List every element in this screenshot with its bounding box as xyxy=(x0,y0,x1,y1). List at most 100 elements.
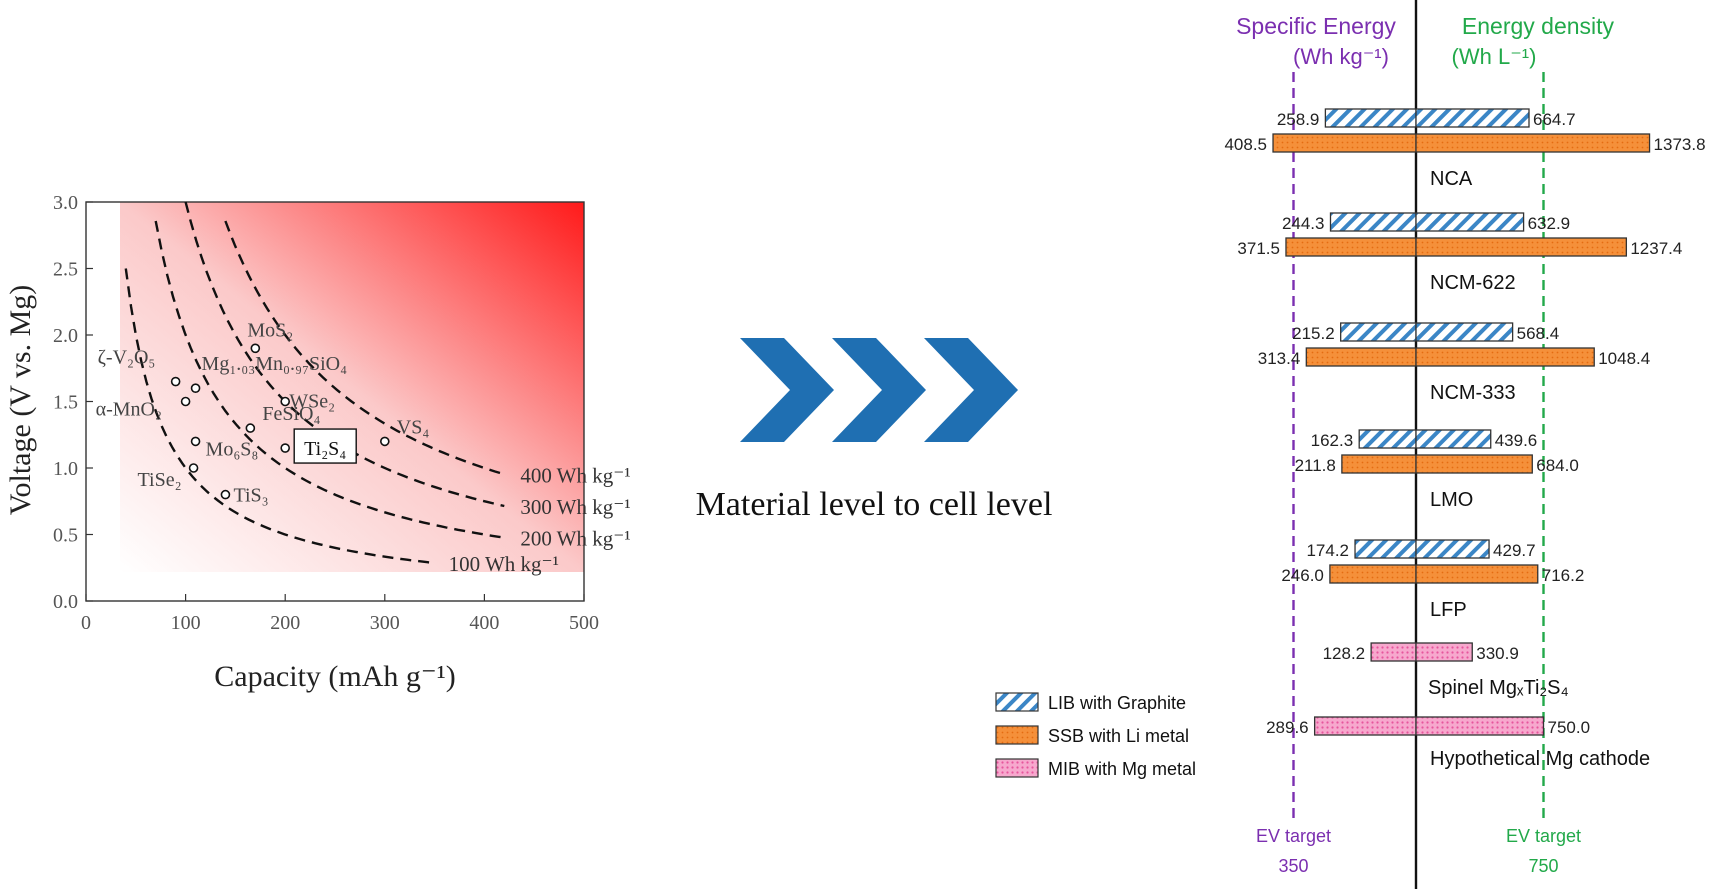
left-axis-unit: (Wh kg⁻¹) xyxy=(1293,44,1389,69)
x-tick-label: 0 xyxy=(81,612,91,634)
bar-energy-density xyxy=(1415,454,1533,474)
data-point xyxy=(180,396,191,407)
ev-target-value: 750 xyxy=(1528,856,1558,876)
category-label: LFP xyxy=(1430,599,1467,621)
bar-specific-energy xyxy=(1329,564,1417,584)
bar-value-label: 750.0 xyxy=(1548,718,1591,737)
bar-value-label: 439.6 xyxy=(1495,431,1538,450)
bar-value-label: 371.5 xyxy=(1237,239,1280,258)
chevron-right-icon xyxy=(740,338,834,442)
point-label: TiS₃ xyxy=(233,485,268,507)
data-point xyxy=(280,443,291,453)
point-label: Mg₁.₀₃Mn₀.₉₇SiO₄ xyxy=(202,353,348,375)
bar-value-label: 215.2 xyxy=(1292,324,1335,343)
bar-value-label: 128.2 xyxy=(1323,644,1366,663)
bar-energy-density xyxy=(1415,322,1514,342)
left-axis-title: Specific Energy xyxy=(1236,13,1396,39)
bar-energy-density xyxy=(1415,212,1525,232)
y-tick-label: 1.5 xyxy=(53,392,78,414)
x-tick-label: 400 xyxy=(469,612,499,634)
bar-specific-energy xyxy=(1329,212,1417,232)
data-point xyxy=(280,396,291,407)
bar-value-label: 1373.8 xyxy=(1654,135,1706,154)
point-label: MoS₂ xyxy=(247,319,293,341)
bar-specific-energy xyxy=(1305,347,1417,367)
bar-specific-energy xyxy=(1313,716,1417,736)
bar-value-label: 632.9 xyxy=(1528,214,1571,233)
iso-energy-label: 100 Wh kg⁻¹ xyxy=(449,552,559,576)
bar-specific-energy xyxy=(1354,539,1417,559)
point-label: α-MnO₂ xyxy=(96,399,162,421)
data-point xyxy=(250,343,261,354)
data-point xyxy=(379,436,390,447)
bar-value-label: 408.5 xyxy=(1224,135,1267,154)
data-point xyxy=(170,376,181,387)
bar-specific-energy xyxy=(1324,108,1417,128)
bar-energy-density xyxy=(1415,237,1628,257)
legend-swatch xyxy=(995,725,1039,745)
bar-specific-energy xyxy=(1370,642,1417,662)
plot-background-gradient xyxy=(120,202,584,572)
chevron-right-icon xyxy=(832,338,926,442)
bar-specific-energy xyxy=(1285,237,1417,257)
iso-energy-label: 400 Wh kg⁻¹ xyxy=(520,463,630,487)
y-tick-label: 0.0 xyxy=(53,591,78,613)
y-tick-label: 2.0 xyxy=(53,325,78,347)
x-tick-label: 100 xyxy=(171,612,201,634)
bar-value-label: 568.4 xyxy=(1517,324,1560,343)
bar-value-label: 664.7 xyxy=(1533,110,1576,129)
bar-value-label: 246.0 xyxy=(1281,566,1324,585)
bar-value-label: 258.9 xyxy=(1277,110,1320,129)
y-tick-label: 3.0 xyxy=(53,192,78,214)
category-label: Spinel MgₓTi₂S₄ xyxy=(1428,677,1569,699)
bar-value-label: 211.8 xyxy=(1295,456,1336,475)
legend-label: MIB with Mg metal xyxy=(1048,759,1196,779)
arrow-group xyxy=(740,338,1018,442)
bar-value-label: 162.3 xyxy=(1311,431,1354,450)
data-point xyxy=(245,423,256,433)
voltage-capacity-plot: 0 100 200 300 400 500 0.0 0.5 1.0 1.5 2.0 2.5 3.0 10… xyxy=(4,192,631,693)
bar-value-label: 174.2 xyxy=(1306,541,1349,560)
data-point xyxy=(188,463,199,473)
bar-value-label: 716.2 xyxy=(1542,566,1585,585)
iso-energy-curve xyxy=(124,268,433,564)
bar-specific-energy xyxy=(1358,429,1417,449)
transition-caption: Material level to cell level xyxy=(696,486,1053,523)
bar-value-label: 313.4 xyxy=(1258,349,1301,368)
bar-value-label: 1048.4 xyxy=(1598,349,1650,368)
right-axis-unit: (Wh L⁻¹) xyxy=(1452,44,1537,69)
data-point xyxy=(190,436,201,447)
bar-energy-density xyxy=(1415,108,1530,128)
iso-energy-label: 200 Wh kg⁻¹ xyxy=(520,527,630,551)
bar-energy-density xyxy=(1415,564,1539,584)
y-tick-label: 2.5 xyxy=(53,259,78,281)
legend-swatch xyxy=(995,692,1039,712)
bar-value-label: 289.6 xyxy=(1266,718,1309,737)
ev-target-label: EV target xyxy=(1256,826,1331,846)
data-point xyxy=(220,489,231,500)
point-label: FeSiO₄ xyxy=(262,403,320,425)
point-label: VS₄ xyxy=(397,416,430,438)
y-tick-label: 0.5 xyxy=(53,525,78,547)
point-label: ζ-V₂O₅ xyxy=(98,347,156,369)
data-point xyxy=(190,383,201,394)
point-label: TiSe₂ xyxy=(138,469,182,491)
ev-target-value: 350 xyxy=(1278,856,1308,876)
category-label: NCM-622 xyxy=(1430,272,1516,294)
energy-bar-chart: Specific Energy (Wh kg⁻¹) Energy density (W… xyxy=(995,0,1706,889)
bar-energy-density xyxy=(1415,716,1545,736)
ev-target-label: EV target xyxy=(1506,826,1581,846)
bar-specific-energy xyxy=(1341,454,1417,474)
legend-label: LIB with Graphite xyxy=(1048,693,1186,713)
bar-energy-density xyxy=(1415,133,1651,153)
bar-energy-density xyxy=(1415,642,1473,662)
x-tick-label: 500 xyxy=(569,612,599,634)
bar-specific-energy xyxy=(1340,322,1417,342)
iso-energy-curve xyxy=(184,201,505,508)
category-label: Hypothetical Mg cathode xyxy=(1430,748,1650,770)
point-label: WSe₂ xyxy=(289,391,335,413)
bar-value-label: 684.0 xyxy=(1536,456,1579,475)
bar-energy-density xyxy=(1415,539,1490,559)
x-tick-label: 200 xyxy=(270,612,300,634)
